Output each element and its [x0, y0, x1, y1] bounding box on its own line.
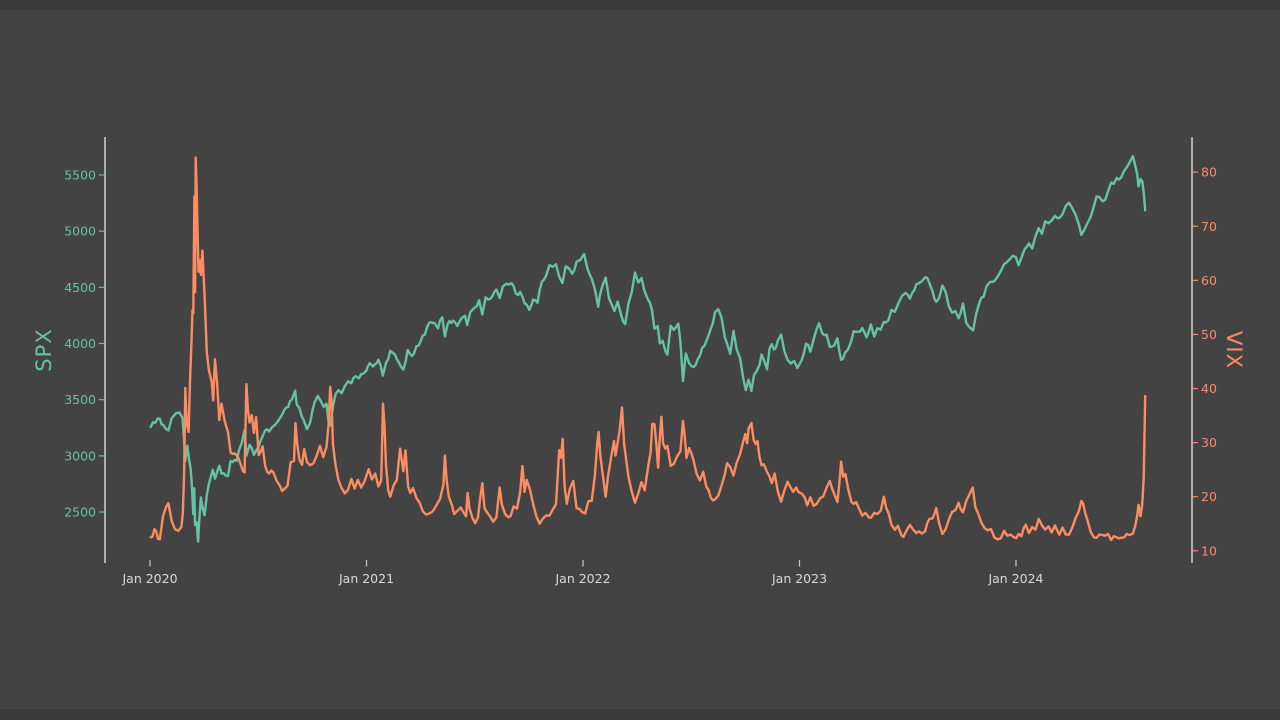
- vix-line: [149, 156, 1147, 542]
- year-tick-label: Jan 2020: [121, 571, 177, 586]
- figure-background: [0, 10, 1280, 709]
- vix-tick-label: 50: [1201, 327, 1217, 342]
- year-tick-label: Jan 2021: [338, 571, 394, 586]
- spx-tick-label: 4500: [64, 280, 96, 295]
- vix-tick-label: 70: [1201, 219, 1217, 234]
- spx-tick-label: 4000: [64, 336, 96, 351]
- vix-tick-label: 30: [1201, 435, 1217, 450]
- spx-tick-label: 3000: [64, 448, 96, 463]
- spx-tick-label: 2500: [64, 505, 96, 520]
- vix-tick-label: 40: [1201, 381, 1217, 396]
- year-tick-label: Jan 2023: [771, 571, 827, 586]
- spx-line: [149, 154, 1147, 543]
- vix-tick-label: 20: [1201, 489, 1217, 504]
- spx-tick-label: 3500: [64, 392, 96, 407]
- spx-tick-label: 5500: [64, 167, 96, 182]
- vix-tick-label: 80: [1201, 165, 1217, 180]
- year-tick-label: Jan 2022: [554, 571, 610, 586]
- vix-tick-label: 60: [1201, 273, 1217, 288]
- vix-tick-label: 10: [1201, 543, 1217, 558]
- year-tick-label: Jan 2024: [987, 571, 1043, 586]
- spx-tick-label: 5000: [64, 224, 96, 239]
